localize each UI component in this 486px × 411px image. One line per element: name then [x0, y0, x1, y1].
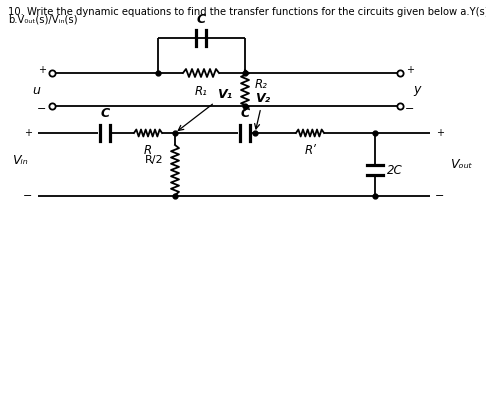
Text: Vᵢₙ: Vᵢₙ [12, 153, 28, 166]
Text: V₁: V₁ [178, 88, 233, 130]
Text: 10. Write the dynamic equations to find the transfer functions for the circuits : 10. Write the dynamic equations to find … [8, 7, 486, 17]
Text: +: + [436, 128, 444, 138]
Text: R/2: R/2 [144, 155, 163, 165]
Text: −: − [37, 104, 47, 114]
Text: R: R [144, 144, 152, 157]
Text: b.V₀ᵤₜ(s)/Vᵢₙ(s): b.V₀ᵤₜ(s)/Vᵢₙ(s) [8, 15, 77, 25]
Text: y: y [413, 83, 421, 97]
Text: −: − [405, 104, 415, 114]
Text: Vₒᵤₜ: Vₒᵤₜ [450, 159, 472, 171]
Text: −: − [23, 191, 33, 201]
Text: 2C: 2C [387, 164, 403, 176]
Text: u: u [32, 83, 40, 97]
Text: +: + [24, 128, 32, 138]
Text: −: − [435, 191, 445, 201]
Text: V₂: V₂ [255, 92, 271, 129]
Text: R₁: R₁ [194, 85, 208, 98]
Text: R₂: R₂ [255, 79, 268, 92]
Text: +: + [38, 65, 46, 75]
Text: C: C [101, 107, 109, 120]
Text: C: C [196, 13, 206, 26]
Text: C: C [241, 107, 250, 120]
Text: Rʹ: Rʹ [304, 144, 316, 157]
Text: +: + [406, 65, 414, 75]
